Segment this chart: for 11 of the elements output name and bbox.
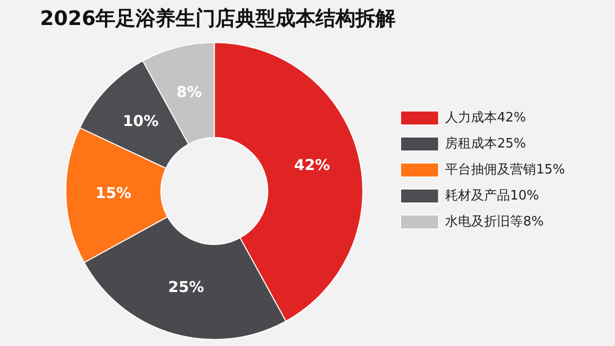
data-label: 8%: [176, 83, 202, 102]
legend-label: 人力成本42%: [445, 110, 526, 126]
legend-label: 房租成本25%: [445, 135, 526, 152]
legend-label: 平台抽佣及营销15%: [445, 162, 566, 178]
chart-title: 2026年足浴养生门店典型成本结构拆解: [40, 6, 396, 30]
legend-label: 水电及折旧等8%: [445, 214, 544, 230]
data-label: 25%: [168, 278, 204, 296]
data-label: 10%: [122, 112, 159, 130]
data-label: 15%: [95, 184, 132, 202]
legend-label: 耗材及产品10%: [445, 188, 540, 204]
data-label: 42%: [294, 156, 330, 174]
